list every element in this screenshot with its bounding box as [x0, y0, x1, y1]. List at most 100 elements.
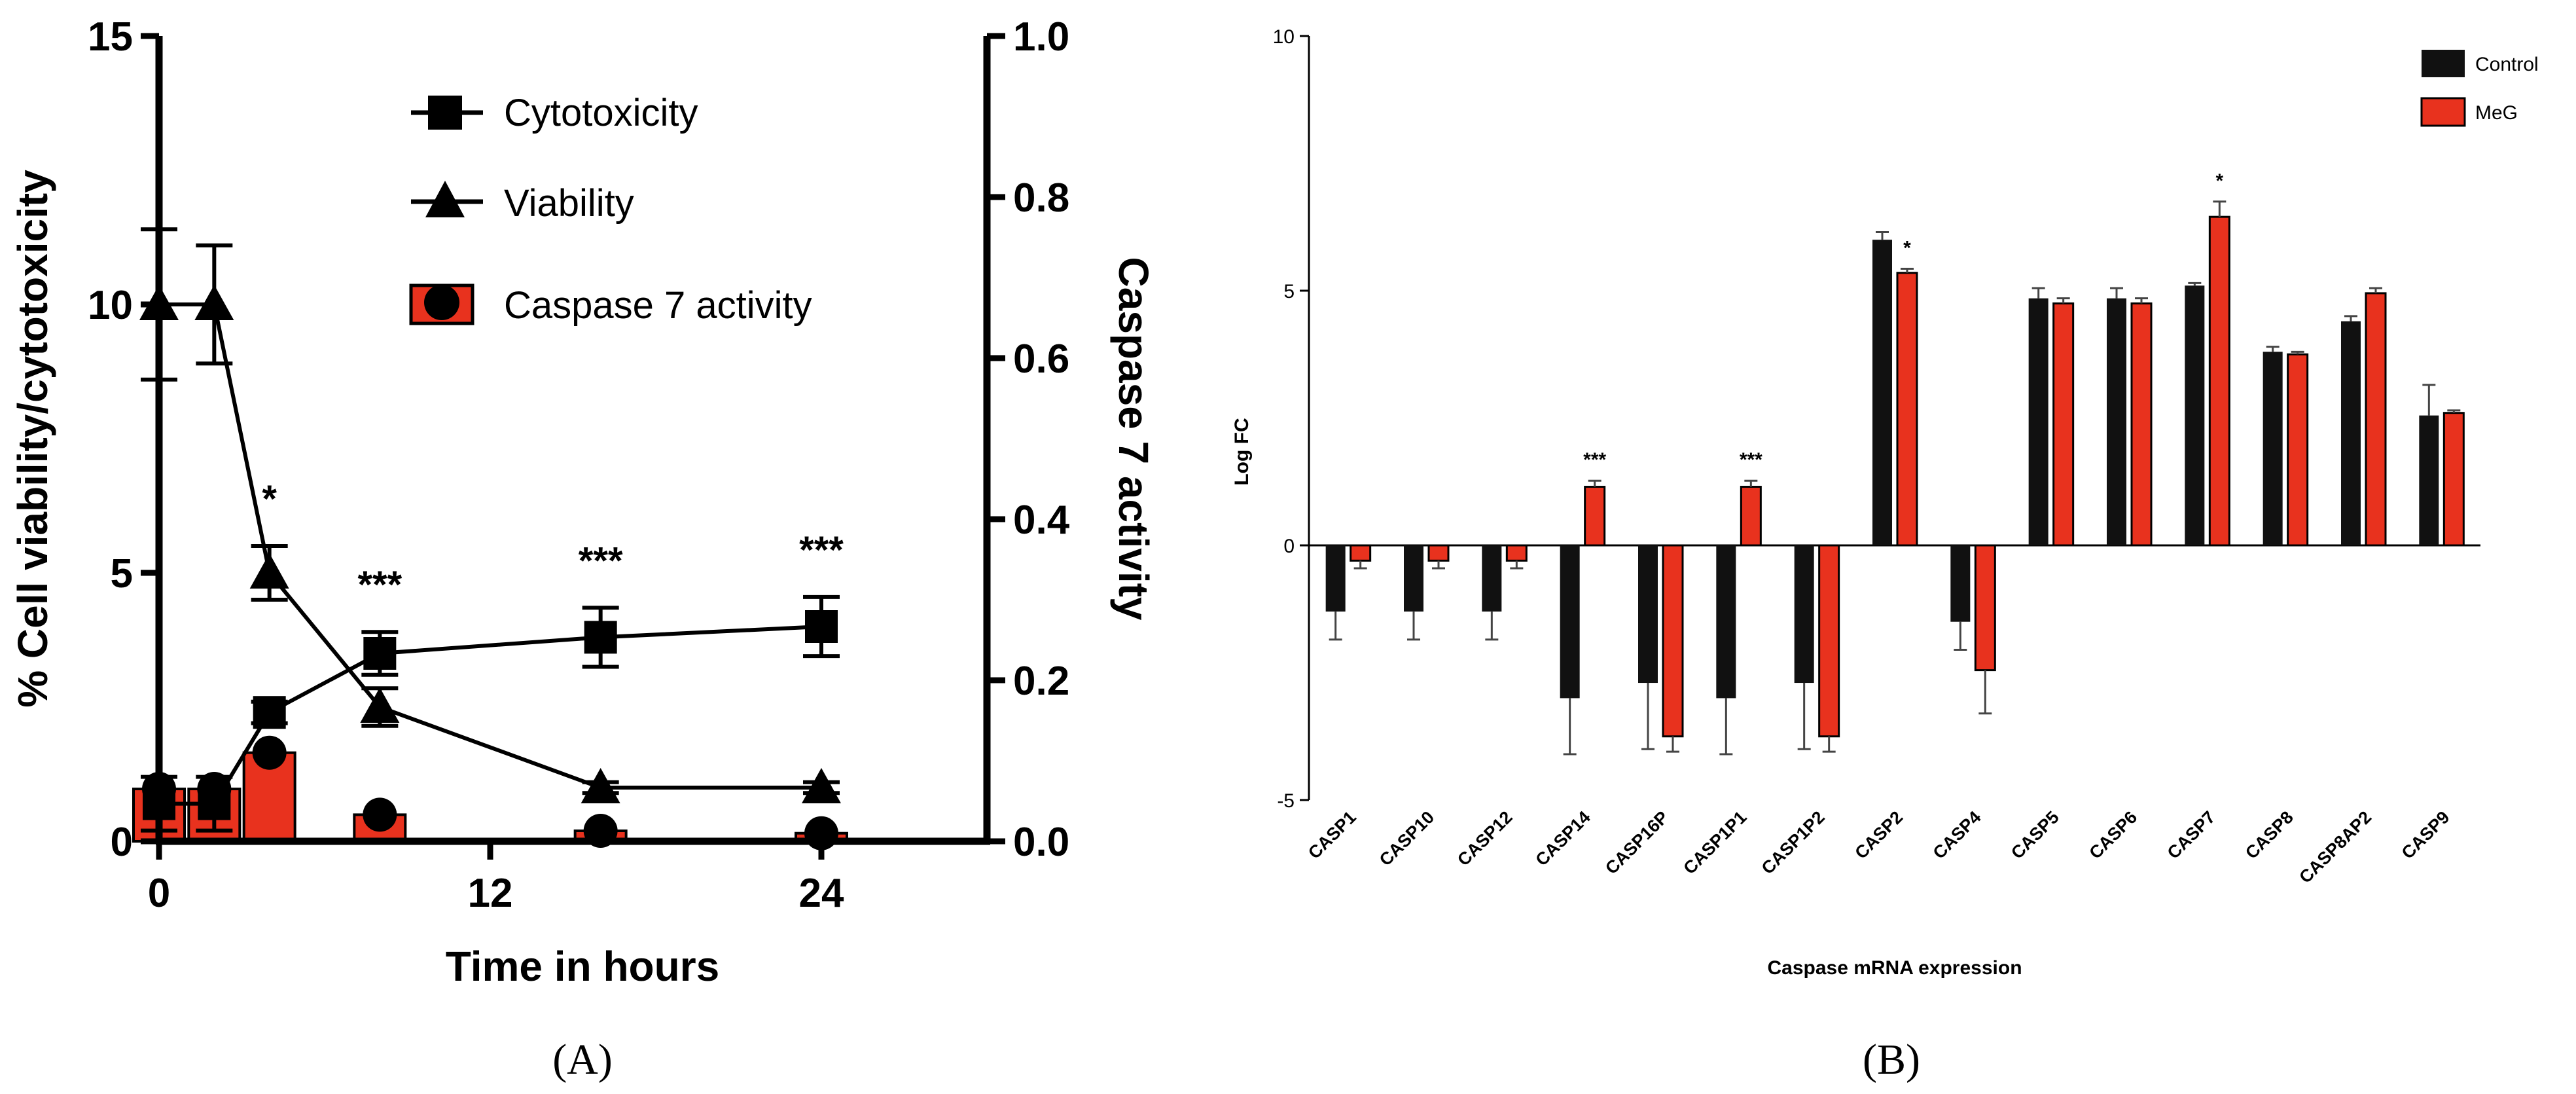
- meg-bar: [1350, 544, 1372, 562]
- panel-label-a: (A): [552, 1036, 613, 1084]
- cytotoxicity-point: [805, 610, 838, 643]
- meg-bar: [2130, 302, 2153, 547]
- y-tick-label: 0: [1283, 536, 1295, 557]
- caspase-point: [252, 735, 287, 770]
- panel-a-axes: [155, 36, 991, 845]
- category-label: CASP12: [1454, 807, 1516, 869]
- y2-tick-label: 0.2: [1013, 659, 1069, 704]
- significance-marker: *: [2215, 170, 2223, 192]
- legend: Control MeG: [2420, 50, 2539, 127]
- significance-marker: ***: [579, 539, 623, 582]
- meg-bar: [2365, 292, 2387, 547]
- caspase-point: [583, 814, 618, 848]
- y2-tick-label: 0.4: [1013, 498, 1070, 543]
- control-bar: [1638, 545, 1658, 684]
- category-label: CASP16P: [1601, 807, 1672, 878]
- control-bar: [1716, 545, 1736, 699]
- y-axis-label: Log FC: [1231, 418, 1253, 485]
- y-tick-label: 0: [111, 820, 133, 865]
- viability-point: [360, 687, 400, 723]
- panel-b-category-labels: CASP1 CASP10 CASP12 CASP14 CASP16P CASP1P1 CAS…: [1304, 807, 2454, 887]
- control-bar: [1794, 545, 1814, 684]
- cytotoxicity-point: [584, 621, 617, 654]
- panel-b-ticks: -5 0 5 10: [1273, 26, 1309, 812]
- category-label: CASP10: [1376, 807, 1438, 869]
- panel-b-significance: *** *****: [1583, 170, 2223, 471]
- legend-label: MeG: [2475, 102, 2518, 124]
- legend-item-meg: MeG: [2420, 97, 2518, 127]
- category-label: CASP9: [2398, 807, 2454, 863]
- meg-bar: [1818, 544, 1840, 738]
- meg-bar: [1427, 544, 1450, 562]
- category-label: CASP2: [1851, 807, 1906, 863]
- x-tick-label: 24: [799, 871, 844, 916]
- y2-axis-label: Caspase 7 activity: [1110, 257, 1157, 621]
- cytotoxicity-point: [143, 787, 175, 820]
- panel-b-bars: [1325, 200, 2465, 756]
- legend-item-viability: Viability: [411, 181, 634, 225]
- viability-point: [194, 285, 234, 320]
- y2-tick-label: 0.0: [1013, 820, 1069, 865]
- meg-bar: [1662, 544, 1684, 738]
- legend-item-control: Control: [2422, 50, 2539, 77]
- control-bar: [2419, 415, 2439, 545]
- category-label: CASP8: [2242, 807, 2297, 863]
- control-bar: [2185, 285, 2205, 545]
- control-bar: [1325, 545, 1346, 612]
- legend-label: Viability: [504, 182, 634, 225]
- significance-marker: ***: [1583, 449, 1606, 471]
- category-label: CASP1P1: [1679, 807, 1750, 878]
- triangle-marker-icon: [425, 181, 465, 217]
- x-tick-label: 0: [148, 871, 170, 916]
- meg-bar: [1505, 544, 1528, 562]
- meg-bar: [2208, 215, 2230, 547]
- category-label: CASP1: [1304, 807, 1360, 863]
- legend-item-cytotoxicity: Cytotoxicity: [411, 92, 698, 134]
- significance-marker: *: [262, 478, 277, 520]
- square-marker-icon: [428, 96, 462, 130]
- y2-tick-label: 0.6: [1013, 337, 1069, 382]
- legend-item-caspase7: Caspase 7 activity: [409, 283, 812, 327]
- cytotoxicity-point: [363, 637, 397, 670]
- viability-point: [802, 768, 841, 803]
- x-axis-label: Time in hours: [446, 943, 719, 990]
- category-label: CASP14: [1531, 807, 1594, 869]
- y-tick-label: 10: [88, 283, 133, 328]
- panel-a-series: [139, 227, 841, 850]
- control-bar: [2263, 352, 2283, 545]
- meg-bar: [1584, 486, 1606, 547]
- category-label: CASP5: [2007, 807, 2063, 863]
- meg-swatch-icon: [2420, 97, 2466, 127]
- legend-label: Control: [2475, 54, 2539, 75]
- meg-bar: [2052, 302, 2075, 547]
- viability-point: [581, 768, 620, 803]
- y-tick-label: 5: [1283, 281, 1295, 302]
- y-tick-label: 10: [1273, 26, 1295, 48]
- y2-tick-label: 0.8: [1013, 175, 1069, 221]
- y-tick-label: 15: [88, 14, 133, 60]
- cytotoxicity-point: [198, 787, 231, 820]
- y-tick-label: -5: [1277, 790, 1295, 812]
- control-bar: [1950, 545, 1971, 622]
- cytotoxicity-point: [253, 696, 286, 729]
- meg-bar: [2442, 412, 2465, 547]
- significance-marker: ***: [357, 564, 402, 606]
- category-label: CASP6: [2085, 807, 2141, 863]
- meg-bar: [1974, 544, 1996, 672]
- control-bar: [2028, 298, 2048, 545]
- legend-label: Caspase 7 activity: [504, 284, 812, 327]
- category-label: CASP1P2: [1758, 807, 1829, 878]
- caspase-point: [804, 816, 838, 850]
- control-bar: [1404, 545, 1423, 612]
- category-label: CASP7: [2164, 807, 2219, 863]
- meg-bar: [1740, 486, 1762, 547]
- caspase-point: [363, 797, 397, 832]
- y-tick-label: 5: [111, 551, 133, 596]
- control-swatch-icon: [2422, 50, 2465, 77]
- y2-tick-label: 1.0: [1013, 14, 1069, 60]
- caspase-bars: [132, 751, 848, 843]
- control-bar: [2107, 298, 2126, 545]
